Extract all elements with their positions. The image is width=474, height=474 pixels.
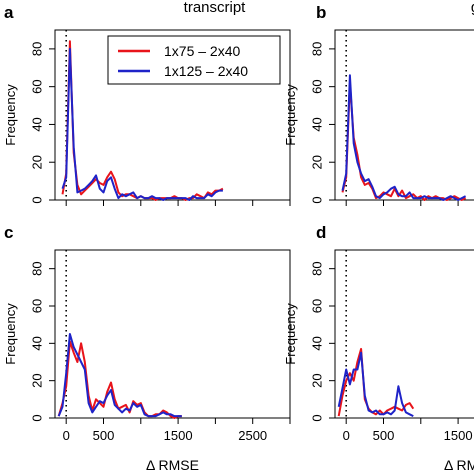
x-tick-label: 1500 xyxy=(444,428,473,443)
y-tick-label: 60 xyxy=(30,299,45,313)
panel-label: a xyxy=(4,3,14,22)
y-tick-label: 80 xyxy=(30,261,45,275)
panel-body: c 0 20 40 60 80 Frequency 0 500 1500 2500 Δ RMSE xyxy=(3,223,291,473)
y-tick-label: 60 xyxy=(30,79,45,93)
legend-box xyxy=(107,35,281,85)
panel-d: d020406080Frequency050015002500Δ RMSE xyxy=(283,223,474,473)
series-line-1x75-2x40 xyxy=(341,81,467,201)
series-line-1x125-2x40 xyxy=(337,351,414,417)
y-axis-label: Frequency xyxy=(283,303,298,365)
y-tick-label: 20 xyxy=(30,155,45,169)
y-tick-label: 20 xyxy=(310,373,325,387)
legend-label: 1x125 – 2x40 xyxy=(164,63,248,79)
y-tick-label: 0 xyxy=(30,414,45,421)
panel-body: b gene 0 20 40 60 80 Frequency xyxy=(283,0,474,206)
legend-label: 1x75 – 2x40 xyxy=(164,43,240,59)
panel-label: c xyxy=(4,223,13,242)
plot-frame xyxy=(54,29,291,201)
y-tick-label: 80 xyxy=(30,42,45,56)
y-axis-label: Frequency xyxy=(283,84,298,146)
y-tick-label: 20 xyxy=(30,373,45,387)
panel-title: gene xyxy=(471,0,474,16)
series-line-1x125-2x40 xyxy=(341,74,467,201)
y-tick-label: 40 xyxy=(310,336,325,350)
x-tick-label: 2500 xyxy=(238,428,267,443)
y-tick-label: 40 xyxy=(30,117,45,131)
y-tick-label: 40 xyxy=(30,336,45,350)
series-line-1x125-2x40 xyxy=(57,333,182,418)
y-tick-label: 0 xyxy=(30,196,45,203)
series-line-1x125-2x40 xyxy=(61,47,223,201)
y-tick-label: 80 xyxy=(310,261,325,275)
panel-label: d xyxy=(316,223,326,242)
plot-frame xyxy=(54,249,291,419)
x-tick-label: 1500 xyxy=(164,428,193,443)
y-tick-label: 40 xyxy=(310,117,325,131)
y-tick-label: 0 xyxy=(310,414,325,421)
y-tick-label: 80 xyxy=(310,42,325,56)
x-tick-label: 0 xyxy=(343,428,350,443)
plot-frame xyxy=(334,249,474,419)
panel-title: transcript xyxy=(184,0,247,16)
panel-a: a transcript 0 20 40 60 80 Frequency 1x75 – 2x40… xyxy=(3,0,291,206)
y-tick-label: 20 xyxy=(310,155,325,169)
panel-b: b gene 0 20 40 60 80 Frequency xyxy=(283,0,474,206)
y-axis-label: Frequency xyxy=(3,303,18,365)
y-tick-label: 0 xyxy=(310,196,325,203)
panel-body: a transcript 0 20 40 60 80 Frequency 1x75 – 2x40… xyxy=(3,0,291,206)
y-tick-label: 60 xyxy=(310,299,325,313)
panel-body: d020406080Frequency050015002500Δ RMSE xyxy=(283,223,474,473)
x-tick-label: 0 xyxy=(63,428,70,443)
x-axis-label: Δ RMSE xyxy=(146,457,199,473)
panel-c: c 0 20 40 60 80 Frequency 0 500 1500 2500 Δ RMSE xyxy=(3,223,291,473)
x-tick-label: 500 xyxy=(373,428,395,443)
x-tick-label: 500 xyxy=(93,428,115,443)
y-axis-label: Frequency xyxy=(3,84,18,146)
plot-frame xyxy=(334,29,474,201)
x-axis-label: Δ RMSE xyxy=(444,457,474,473)
y-tick-label: 60 xyxy=(310,79,325,93)
panel-label: b xyxy=(316,3,326,22)
